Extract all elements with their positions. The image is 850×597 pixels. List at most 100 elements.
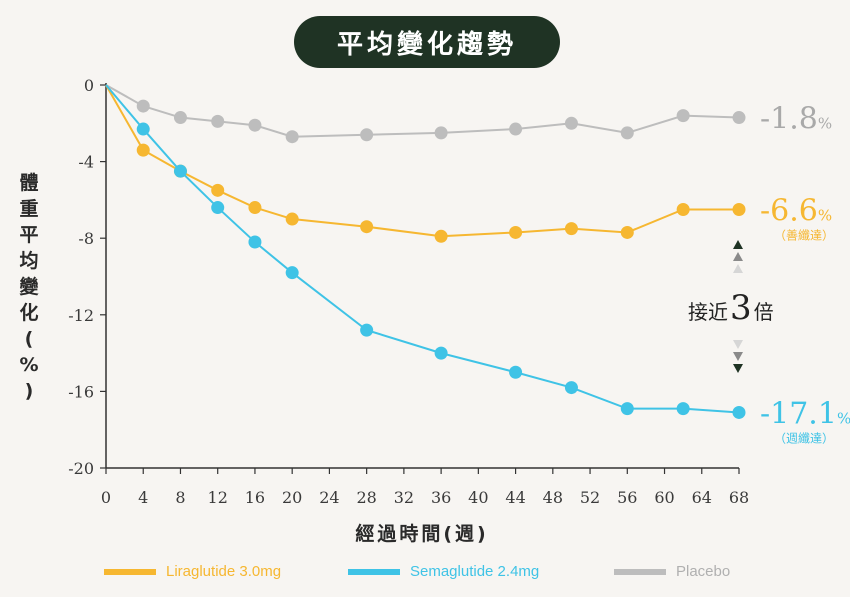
data-point-sema xyxy=(509,365,523,379)
y-label-char: ) xyxy=(24,380,34,402)
legend-item-sema: Semaglutide 2.4mg xyxy=(348,563,539,580)
end-label-sema: -17.1% xyxy=(760,396,850,431)
x-tick-label: 20 xyxy=(282,488,302,507)
x-tick-label: 40 xyxy=(468,488,488,507)
data-point-placebo xyxy=(509,122,523,136)
x-tick-label: 52 xyxy=(580,488,600,507)
series-line-lira xyxy=(105,84,739,238)
ratio-post: 倍 xyxy=(753,300,774,324)
data-point-placebo xyxy=(620,126,634,140)
data-point-lira xyxy=(434,229,448,243)
ratio-number: 3 xyxy=(730,288,752,328)
axes: 0-4-8-12-16-200 4 8 12 16 20 24 28 32 36 40 44 48 52 5… xyxy=(68,76,749,507)
data-point-sema xyxy=(360,323,374,337)
y-label-char: ( xyxy=(24,328,34,350)
y-tick-label: 0 xyxy=(84,76,94,95)
y-label-char: 化 xyxy=(19,302,39,324)
data-point-sema xyxy=(173,164,187,178)
data-point-sema xyxy=(285,266,299,280)
y-label-char: 體 xyxy=(19,172,39,194)
y-tick-label: -16 xyxy=(68,382,94,401)
data-point-sema xyxy=(211,201,225,215)
data-point-lira xyxy=(211,183,225,197)
data-point-sema xyxy=(564,381,578,395)
y-tick-label: -12 xyxy=(68,306,94,325)
end-unit: % xyxy=(837,409,850,427)
data-point-placebo xyxy=(285,130,299,144)
data-point-placebo xyxy=(434,126,448,140)
end-value: -6.6 xyxy=(760,193,818,228)
up-arrows-icon xyxy=(730,240,746,276)
x-tick-label: 64 xyxy=(692,488,712,507)
end-value: -1.8 xyxy=(760,102,818,137)
legend-swatch xyxy=(348,568,400,575)
legend-swatch xyxy=(614,568,666,575)
data-point-placebo xyxy=(248,118,262,132)
x-tick-label: 60 xyxy=(654,488,674,507)
ratio-callout: 接近 3 倍 xyxy=(688,288,774,328)
down-arrows-icon xyxy=(730,340,746,376)
end-label-lira: -6.6% xyxy=(760,193,832,228)
x-tick-label: 48 xyxy=(543,488,563,507)
end-label-placebo: -1.8% xyxy=(760,102,832,137)
series-layer xyxy=(105,84,746,419)
x-tick-label: 28 xyxy=(356,488,376,507)
end-unit: % xyxy=(818,206,832,224)
y-axis-label: 體重平均變化 (%) xyxy=(14,170,44,404)
end-unit: % xyxy=(818,115,832,133)
line-chart: 0-4-8-12-16-200 4 8 12 16 20 24 28 32 36 40 44 48 52 5… xyxy=(68,76,850,545)
data-point-placebo xyxy=(564,116,578,130)
y-tick-label: -20 xyxy=(68,459,94,478)
data-point-lira xyxy=(509,225,523,239)
y-label-char: 變 xyxy=(19,276,39,298)
data-point-placebo xyxy=(211,114,225,128)
chart-title: 平均變化趨勢 xyxy=(294,16,560,68)
x-tick-label: 12 xyxy=(208,488,228,507)
legend-swatch xyxy=(104,568,156,575)
y-label-char: 平 xyxy=(19,224,39,246)
legend-label: Liraglutide 3.0mg xyxy=(166,563,282,580)
y-tick-label: -8 xyxy=(78,229,94,248)
y-label-char: 均 xyxy=(19,250,39,272)
data-point-placebo xyxy=(173,111,187,125)
x-tick-label: 8 xyxy=(175,488,185,507)
legend: Liraglutide 3.0mg Semaglutide 2.4mg Plac… xyxy=(0,563,850,589)
data-point-lira xyxy=(285,212,299,226)
x-tick-label: 56 xyxy=(617,488,637,507)
data-point-lira xyxy=(248,201,262,215)
x-tick-label: 44 xyxy=(505,488,525,507)
series-line-placebo xyxy=(105,84,740,138)
x-tick-label: 32 xyxy=(394,488,414,507)
data-point-lira xyxy=(564,222,578,236)
end-value: -17.1 xyxy=(760,396,837,431)
data-point-lira xyxy=(676,202,690,216)
legend-label: Semaglutide 2.4mg xyxy=(410,563,540,580)
end-note-sema: （週纖達） xyxy=(774,431,834,445)
data-point-sema xyxy=(676,402,690,416)
x-tick-label: 0 xyxy=(101,488,111,507)
x-tick-label: 4 xyxy=(138,488,148,507)
data-point-sema xyxy=(434,346,448,360)
y-label-char: 重 xyxy=(19,198,39,220)
data-point-lira xyxy=(620,225,634,239)
data-point-placebo xyxy=(676,109,690,123)
end-labels: -1.8%-6.6%（善纖達）-17.1%（週纖達） xyxy=(760,102,850,446)
data-point-lira xyxy=(360,220,374,234)
legend-item-placebo: Placebo xyxy=(614,563,730,580)
ratio-pre: 接近 xyxy=(688,300,728,324)
x-tick-label: 36 xyxy=(431,488,451,507)
y-tick-label: -4 xyxy=(78,153,94,172)
x-tick-label: 16 xyxy=(245,488,265,507)
x-tick-label: 24 xyxy=(319,488,339,507)
data-point-placebo xyxy=(732,111,746,125)
end-note-lira: （善纖達） xyxy=(774,227,834,242)
legend-label: Placebo xyxy=(676,563,731,580)
data-point-sema xyxy=(620,402,634,416)
data-point-lira xyxy=(732,202,746,216)
x-tick-label: 68 xyxy=(729,488,749,507)
y-label-char: % xyxy=(19,354,39,376)
data-point-lira xyxy=(136,143,150,157)
data-point-sema xyxy=(248,235,262,249)
x-axis-label: 經過時間(週) xyxy=(355,522,488,545)
data-point-sema xyxy=(136,122,150,136)
